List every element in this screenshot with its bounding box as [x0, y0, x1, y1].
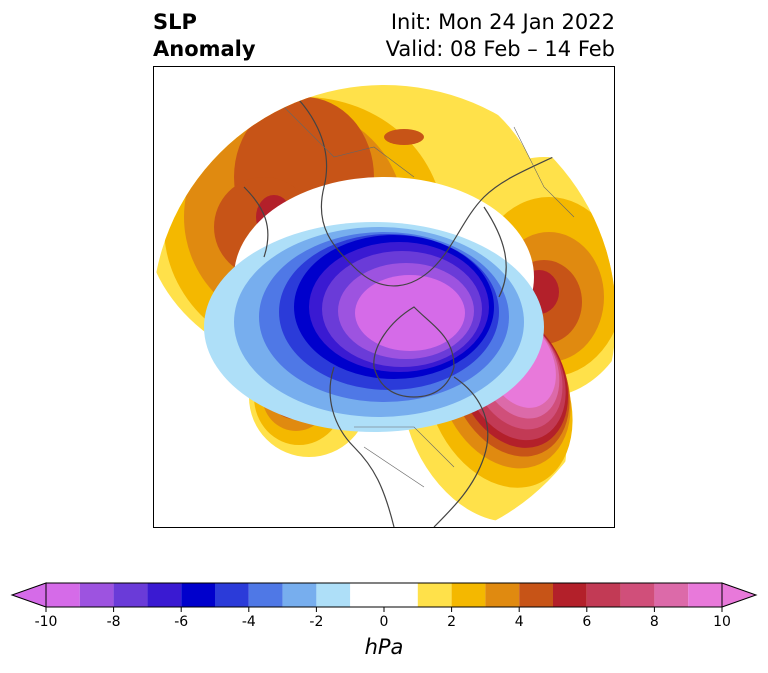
colorbar-bin-1: [79, 583, 114, 607]
title-right: Init: Mon 24 Jan 2022 Valid: 08 Feb – 14…: [386, 9, 615, 63]
colorbar-bin-13: [519, 583, 553, 607]
colorbar-bin-3: [147, 583, 182, 607]
colorbar-over-arrow: [721, 582, 758, 608]
colorbar-tick-label: 8: [649, 614, 659, 630]
arctic-low-region: [204, 222, 544, 432]
colorbar-tick-label: -2: [309, 614, 324, 630]
colorbar-tick-label: -8: [106, 614, 121, 630]
colorbar-bin-17: [654, 583, 689, 607]
colorbar: [10, 582, 758, 612]
colorbar-unit-label: hPa: [364, 635, 404, 659]
colorbar-bin-10: [417, 583, 452, 607]
variable-label: SLP: [153, 10, 197, 34]
colorbar-ticks: [45, 607, 723, 612]
colorbar-bin-8: [316, 583, 351, 607]
colorbar-bin-14: [553, 583, 587, 607]
title-left: SLP Anomaly: [153, 9, 256, 63]
colorbar-bin-15: [586, 583, 621, 607]
colorbar-bin-2: [113, 583, 148, 607]
colorbar-tick-label: -6: [174, 614, 189, 630]
kind-label: Anomaly: [153, 37, 256, 61]
colorbar-bin-12: [485, 583, 520, 607]
colorbar-tick-label: 0: [379, 614, 389, 630]
colorbar-tick-label: 10: [713, 614, 731, 630]
colorbar-bin-6: [248, 583, 283, 607]
colorbar-tick-label: -10: [34, 614, 58, 630]
colorbar-tick-label: 2: [447, 614, 457, 630]
colorbar-bin-5: [215, 583, 249, 607]
coastlines: [243, 85, 575, 527]
colorbar-bin-11: [451, 583, 486, 607]
init-label: Init: Mon 24 Jan 2022: [390, 10, 615, 34]
map-panel: [153, 66, 615, 528]
colorbar-bin-18: [688, 583, 722, 607]
anomaly-map: [154, 85, 614, 527]
colorbar-bin-7: [282, 583, 317, 607]
colorbar-bin-4: [181, 583, 215, 607]
colorbar-bin-0: [46, 583, 80, 607]
colorbar-bins: [46, 583, 722, 607]
colorbar-tick-label: 4: [514, 614, 524, 630]
valid-label: Valid: 08 Feb – 14 Feb: [385, 37, 615, 61]
colorbar-tick-label: -4: [241, 614, 256, 630]
colorbar-bin-9: [350, 583, 418, 607]
colorbar-tick-label: 6: [582, 614, 592, 630]
colorbar-under-arrow: [10, 582, 47, 608]
colorbar-bin-16: [620, 583, 655, 607]
borders: [283, 106, 575, 488]
